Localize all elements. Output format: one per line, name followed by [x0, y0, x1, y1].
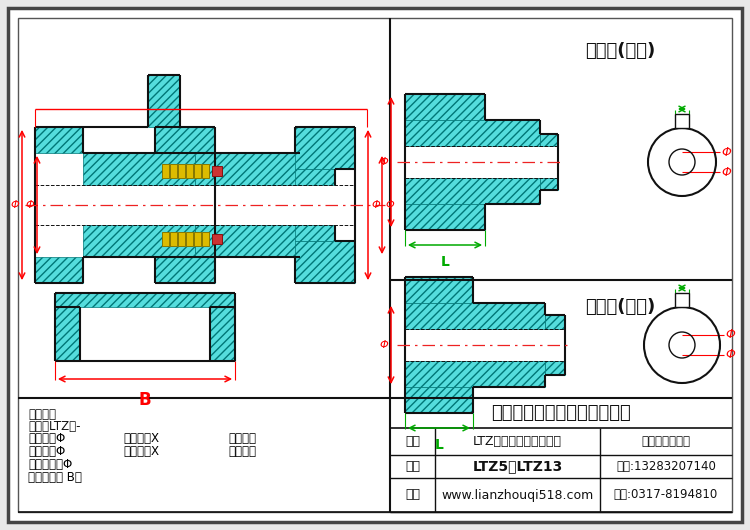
Bar — [540, 178, 558, 190]
Bar — [178, 232, 185, 246]
Text: B: B — [139, 391, 152, 409]
Text: 制动轮外径Φ: 制动轮外径Φ — [28, 458, 72, 471]
Bar — [212, 166, 222, 176]
Bar — [295, 169, 335, 185]
Text: Φ: Φ — [380, 157, 388, 167]
Text: 从动端(厚盘): 从动端(厚盘) — [585, 298, 656, 316]
Bar — [194, 164, 201, 178]
Polygon shape — [675, 293, 689, 307]
Bar — [540, 134, 558, 146]
Text: 制动轮宽度 B＝: 制动轮宽度 B＝ — [28, 471, 82, 484]
Text: www.lianzhouqi518.com: www.lianzhouqi518.com — [441, 489, 594, 501]
Bar — [295, 225, 335, 241]
Bar — [295, 241, 355, 283]
Bar — [155, 257, 215, 283]
Bar — [35, 257, 83, 283]
Text: Φ: Φ — [725, 329, 735, 341]
Bar — [405, 303, 545, 329]
Text: 联系人：张经理: 联系人：张经理 — [641, 435, 691, 448]
Bar — [405, 204, 485, 230]
Text: 电话:0317-8194810: 电话:0317-8194810 — [614, 489, 718, 501]
Bar — [55, 293, 235, 307]
Text: Φ: Φ — [380, 340, 388, 350]
Bar — [186, 232, 193, 246]
Bar — [83, 225, 195, 257]
Bar — [405, 277, 473, 303]
Text: 网址: 网址 — [405, 489, 420, 501]
Text: 文字标注: 文字标注 — [28, 408, 56, 421]
Bar — [202, 232, 209, 246]
Text: LTZ型弹性套柱销联轴器: LTZ型弹性套柱销联轴器 — [473, 435, 562, 448]
Text: Φ: Φ — [26, 200, 34, 210]
Bar — [405, 361, 545, 387]
Text: 型号：LTZ型-: 型号：LTZ型- — [28, 420, 80, 433]
Bar — [148, 75, 180, 127]
Text: Φ: Φ — [721, 146, 730, 158]
Text: L: L — [440, 255, 449, 269]
Text: Φ: Φ — [725, 349, 735, 361]
Text: （孔长）: （孔长） — [228, 445, 256, 458]
Text: （孔径）X: （孔径）X — [123, 445, 159, 458]
Bar — [212, 234, 222, 244]
Bar — [170, 164, 177, 178]
Bar — [295, 127, 355, 169]
Bar — [545, 315, 565, 329]
Text: 名称: 名称 — [405, 435, 420, 448]
Text: 适用: 适用 — [405, 460, 420, 473]
Bar — [405, 120, 540, 146]
Bar — [170, 232, 177, 246]
Bar — [162, 164, 169, 178]
Bar — [35, 127, 83, 153]
Bar — [83, 153, 195, 185]
Text: 主动端(薄盘): 主动端(薄盘) — [585, 42, 656, 60]
Bar — [55, 307, 80, 361]
Bar — [194, 232, 201, 246]
Bar — [405, 178, 540, 204]
Bar — [195, 153, 300, 185]
Bar — [162, 232, 169, 246]
Bar — [202, 164, 209, 178]
Text: Φ: Φ — [721, 165, 730, 179]
Text: （孔长）: （孔长） — [228, 432, 256, 445]
Text: 手机:13283207140: 手机:13283207140 — [616, 460, 716, 473]
Text: Φ: Φ — [10, 200, 19, 210]
Text: LTZ5－LTZ13: LTZ5－LTZ13 — [472, 460, 562, 473]
Bar — [178, 164, 185, 178]
Bar — [155, 127, 215, 153]
Text: 泊头市通佳机械设备有限公司: 泊头市通佳机械设备有限公司 — [491, 404, 631, 422]
Bar — [405, 94, 485, 120]
Bar — [545, 361, 565, 375]
Polygon shape — [675, 114, 689, 128]
Bar — [210, 307, 235, 361]
Bar — [195, 225, 300, 257]
Text: 主动端：Φ: 主动端：Φ — [28, 432, 65, 445]
Text: L: L — [434, 438, 443, 452]
Text: （孔径）X: （孔径）X — [123, 432, 159, 445]
Text: Φ: Φ — [385, 200, 394, 210]
Text: Φ: Φ — [371, 200, 380, 210]
Bar — [405, 387, 473, 413]
Bar — [186, 164, 193, 178]
Text: 从动端：Φ: 从动端：Φ — [28, 445, 65, 458]
